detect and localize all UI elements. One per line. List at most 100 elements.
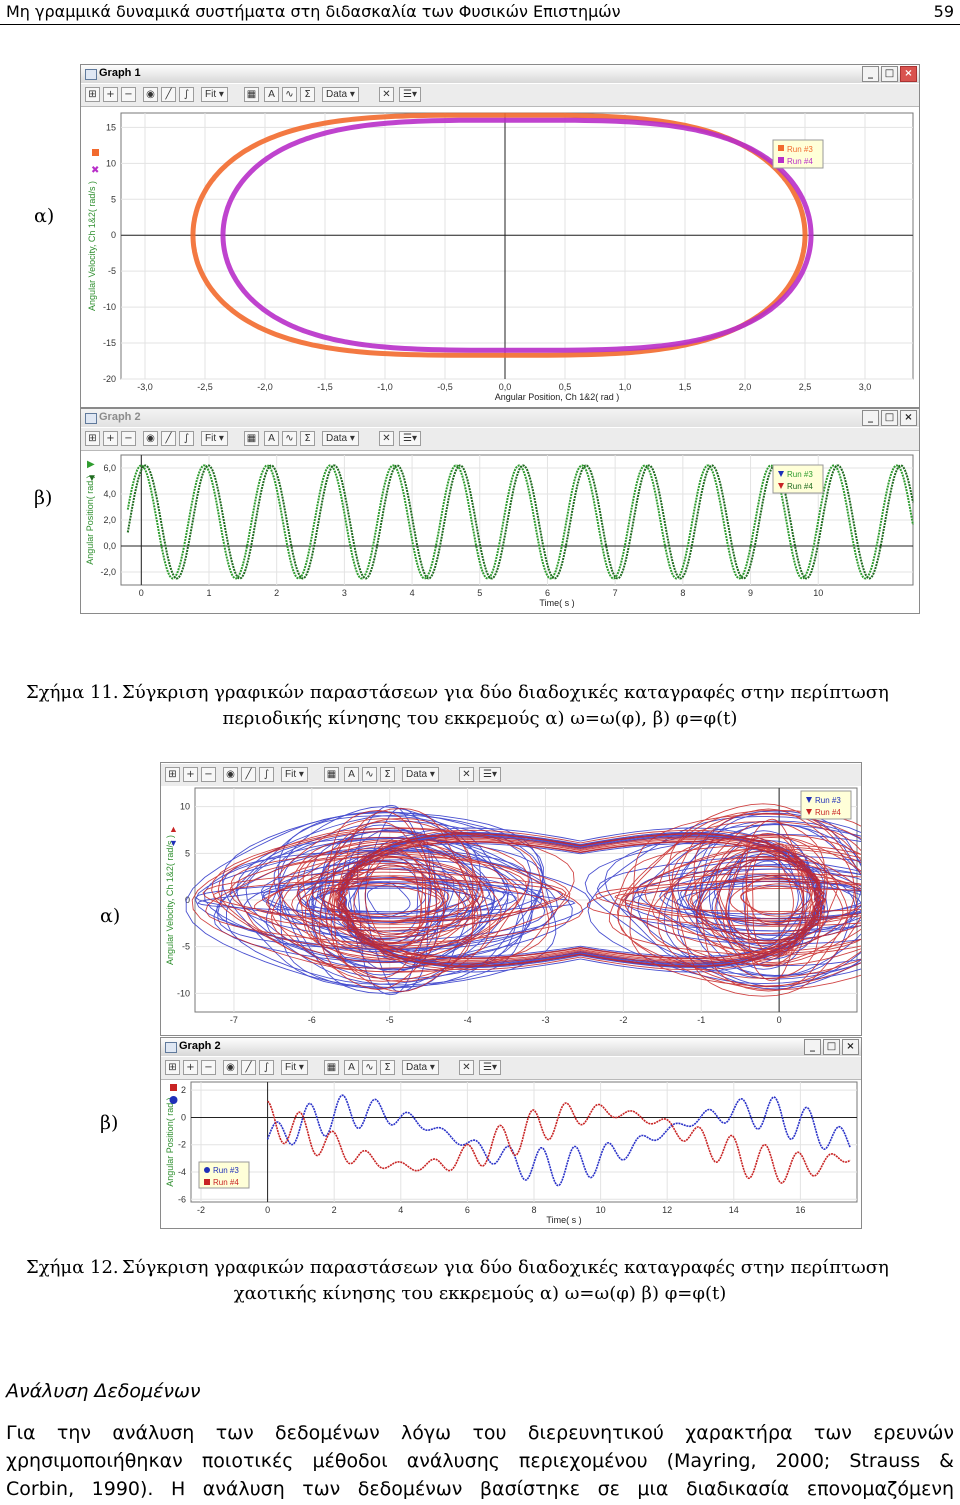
x-tick-label: -6 — [308, 1015, 316, 1025]
autoscale-icon[interactable]: ⊞ — [165, 767, 180, 782]
annotation-icon[interactable]: A — [264, 87, 279, 102]
zoom-out-icon[interactable]: − — [121, 431, 136, 446]
examine-icon[interactable]: ◉ — [223, 1060, 238, 1075]
delete-icon[interactable]: ✕ — [379, 87, 394, 102]
zoom-out-icon[interactable]: − — [201, 1060, 216, 1075]
autoscale-icon[interactable]: ⊞ — [165, 1060, 180, 1075]
orbit-path — [671, 835, 861, 965]
fig11-label-b: β) — [34, 487, 53, 509]
minimize-button[interactable]: _ — [862, 410, 879, 426]
y-axis-label: Angular Position( rad ) — [85, 475, 95, 565]
x-tick-label: 8 — [680, 588, 685, 598]
annotation-icon[interactable]: A — [264, 431, 279, 446]
autoscale-icon[interactable]: ⊞ — [85, 431, 100, 446]
orbit-path — [637, 820, 861, 980]
fig12-caption: Σχήμα 12. Σύγκριση γραφικών παραστάσεων … — [0, 1255, 960, 1307]
legend-marker — [778, 157, 784, 163]
autoscale-icon[interactable]: ⊞ — [85, 87, 100, 102]
settings-icon[interactable]: ☰▾ — [399, 87, 421, 102]
y-tick-label: 0,0 — [103, 541, 116, 551]
y-tick-label: -10 — [177, 988, 190, 998]
run3-indicator-icon: ▶ — [87, 459, 95, 470]
statistics-icon[interactable]: Σ — [380, 1060, 395, 1075]
y-tick-label: -4 — [178, 1167, 186, 1177]
zoom-in-icon[interactable]: + — [183, 1060, 198, 1075]
integral-icon[interactable]: ∫ — [259, 1060, 274, 1075]
calculator-icon[interactable]: ▦ — [324, 767, 339, 782]
graph-toolbar: ⊞ + − ◉ ╱ ∫ Fit ▾ ▦ A ∿ Σ Data ▾ ✕ ☰▾ — [161, 763, 861, 787]
orbit-path — [353, 864, 419, 936]
orbit-path — [715, 839, 819, 961]
settings-icon[interactable]: ☰▾ — [399, 431, 421, 446]
calculator-icon[interactable]: ▦ — [244, 87, 259, 102]
calculator-icon[interactable]: ▦ — [244, 431, 259, 446]
tangent-icon[interactable]: ╱ — [161, 431, 176, 446]
body-line-3: Corbin, 1990). Η ανάλυση των δεδομένων β… — [6, 1478, 954, 1500]
tangent-icon[interactable]: ╱ — [241, 1060, 256, 1075]
statistics-icon[interactable]: Σ — [380, 767, 395, 782]
fourier-icon[interactable]: ∿ — [282, 431, 297, 446]
delete-icon[interactable]: ✕ — [459, 1060, 474, 1075]
data-button[interactable]: Data ▾ — [402, 767, 439, 782]
fourier-icon[interactable]: ∿ — [282, 87, 297, 102]
tangent-icon[interactable]: ╱ — [161, 87, 176, 102]
settings-icon[interactable]: ☰▾ — [479, 1060, 501, 1075]
examine-icon[interactable]: ◉ — [143, 431, 158, 446]
orbit-path — [366, 883, 426, 917]
data-button[interactable]: Data ▾ — [402, 1060, 439, 1075]
integral-icon[interactable]: ∫ — [179, 87, 194, 102]
legend-entry: Run #3 — [787, 145, 813, 154]
annotation-icon[interactable]: A — [344, 767, 359, 782]
settings-icon[interactable]: ☰▾ — [479, 767, 501, 782]
fig11-graph1-plot: -3,0 -2,5 -2,0 -1,5 -1,0 -0,5 0,0 0,5 1,0 1,5 2,0 2… — [81, 107, 919, 407]
maximize-button[interactable]: □ — [881, 66, 898, 82]
zoom-out-icon[interactable]: − — [121, 87, 136, 102]
zoom-in-icon[interactable]: + — [103, 431, 118, 446]
examine-icon[interactable]: ◉ — [143, 87, 158, 102]
x-tick-label: -5 — [386, 1015, 394, 1025]
integral-icon[interactable]: ∫ — [179, 431, 194, 446]
x-tick-label: 2,0 — [739, 382, 752, 392]
data-button[interactable]: Data ▾ — [322, 87, 359, 102]
fit-button[interactable]: Fit ▾ — [281, 1060, 308, 1075]
minimize-button[interactable]: _ — [862, 66, 879, 82]
delete-icon[interactable]: ✕ — [379, 431, 394, 446]
calculator-icon[interactable]: ▦ — [324, 1060, 339, 1075]
close-button[interactable]: × — [842, 1039, 859, 1055]
fourier-icon[interactable]: ∿ — [362, 767, 377, 782]
statistics-icon[interactable]: Σ — [300, 431, 315, 446]
examine-icon[interactable]: ◉ — [223, 767, 238, 782]
orbit-path — [718, 856, 814, 944]
run3-indicator-icon: ▼ — [169, 838, 178, 848]
x-tick-label: 10 — [813, 588, 823, 598]
maximize-button[interactable]: □ — [823, 1039, 840, 1055]
orbit-path — [625, 847, 861, 953]
y-tick-label: 10 — [106, 158, 116, 168]
tangent-icon[interactable]: ╱ — [241, 767, 256, 782]
zoom-in-icon[interactable]: + — [103, 87, 118, 102]
data-button[interactable]: Data ▾ — [322, 431, 359, 446]
x-tick-label: 12 — [662, 1205, 672, 1215]
close-button[interactable]: × — [900, 66, 917, 82]
fit-button[interactable]: Fit ▾ — [201, 87, 228, 102]
close-button[interactable]: × — [900, 410, 917, 426]
fit-button[interactable]: Fit ▾ — [281, 767, 308, 782]
minimize-button[interactable]: _ — [804, 1039, 821, 1055]
statistics-icon[interactable]: Σ — [300, 87, 315, 102]
integral-icon[interactable]: ∫ — [259, 767, 274, 782]
annotation-icon[interactable]: A — [344, 1060, 359, 1075]
zoom-out-icon[interactable]: − — [201, 767, 216, 782]
legend-entry: Run #4 — [213, 1178, 239, 1187]
maximize-button[interactable]: □ — [881, 410, 898, 426]
delete-icon[interactable]: ✕ — [459, 767, 474, 782]
x-tick-label: -7 — [230, 1015, 238, 1025]
fit-button[interactable]: Fit ▾ — [201, 431, 228, 446]
orbit-path — [745, 875, 804, 925]
zoom-in-icon[interactable]: + — [183, 767, 198, 782]
orbit-path — [271, 836, 502, 964]
orbit-path — [340, 840, 826, 960]
y-tick-label: -20 — [103, 374, 116, 384]
fourier-icon[interactable]: ∿ — [362, 1060, 377, 1075]
x-tick-label: -0,5 — [437, 382, 453, 392]
x-tick-label: -1,5 — [317, 382, 333, 392]
